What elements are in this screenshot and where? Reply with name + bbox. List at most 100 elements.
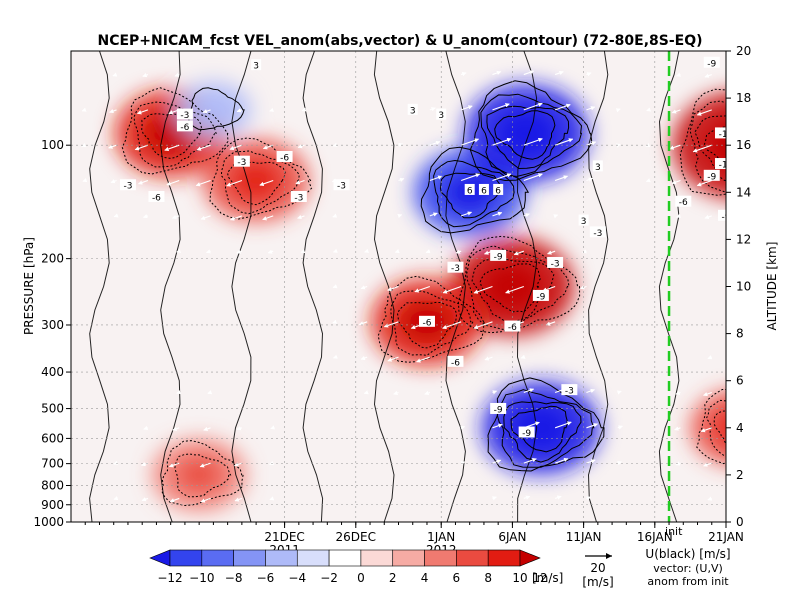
- wind-vector: [615, 108, 621, 113]
- contour-label-16: -9: [494, 405, 503, 415]
- wind-vector: [586, 72, 592, 77]
- wind-vector: [269, 496, 275, 501]
- wind-vector: [226, 180, 243, 187]
- contour-label-bg-10: [532, 289, 549, 301]
- zero-contour: [587, 51, 609, 522]
- wind-vector: [203, 426, 211, 431]
- colorbar-bin-11: [487, 549, 521, 567]
- contour-easterly-upper-dec-3: [227, 161, 286, 206]
- contour-label-bg-4: [233, 155, 250, 167]
- wind-vector: [383, 321, 399, 328]
- wind-vector: [363, 390, 369, 395]
- contour-label-bg-23: [675, 195, 692, 207]
- contour-label-bg-14: [504, 320, 521, 332]
- contour-label-19: -9: [707, 59, 716, 69]
- wind-vector: [703, 391, 712, 397]
- contour-label-14: -6: [508, 323, 517, 333]
- wind-vector: [492, 70, 502, 76]
- altitude-tick-label-18: 18: [736, 91, 751, 105]
- wind-vector: [523, 173, 543, 182]
- altitude-tick-label-6: 6: [736, 374, 744, 388]
- colorbar-tick-label-8: 4: [421, 571, 429, 585]
- contour-easterly-upper-early-2: [133, 101, 217, 168]
- wind-vector: [707, 496, 713, 501]
- wind-vector: [460, 105, 473, 111]
- contour-label-5: -6: [280, 153, 289, 163]
- contour-label-bg-24: [703, 169, 720, 181]
- wind-vector: [523, 137, 543, 146]
- contour-label-6: -3: [337, 182, 346, 192]
- contour-label-bg-0: [176, 108, 193, 120]
- wind-vector: [582, 319, 588, 324]
- wind-vector: [505, 285, 524, 294]
- contour-label-bg-12: [589, 226, 606, 238]
- wind-vector: [513, 250, 524, 256]
- wind-vector: [553, 214, 559, 219]
- wind-vector: [554, 175, 569, 182]
- contour-label-1: -6: [180, 123, 189, 133]
- wind-vector: [387, 285, 399, 292]
- wind-vector: [554, 495, 562, 500]
- wind-vector: [700, 427, 712, 433]
- date-tick-label-11JAN: 11JAN: [566, 530, 602, 544]
- vector-reference-value: 20: [590, 561, 605, 575]
- wind-vector: [676, 72, 681, 77]
- pressure-tick-label-800: 800: [41, 478, 64, 492]
- wind-vector: [696, 109, 712, 116]
- contour-easterly-upper-early-3: [141, 113, 203, 159]
- zero-contour: [302, 51, 324, 522]
- wind-vector: [429, 107, 436, 112]
- wind-vector: [169, 497, 180, 503]
- anomaly-core-westerly-upper-jan: [495, 108, 558, 159]
- wind-vector: [704, 214, 712, 220]
- contour-easterly-mid-jan-3: [471, 258, 555, 323]
- wind-vector: [523, 388, 535, 393]
- contour-label-18: -3: [565, 387, 574, 397]
- wind-vector: [398, 142, 404, 148]
- legend-line-1: U(black) [m/s]: [645, 547, 730, 561]
- wind-vector: [460, 461, 466, 466]
- wind-vector: [332, 142, 338, 147]
- wind-vector: [195, 180, 211, 187]
- contour-label-9: -3: [451, 264, 460, 274]
- wind-vector: [113, 213, 119, 218]
- wind-vector: [109, 108, 117, 114]
- wind-vector: [586, 106, 596, 111]
- wind-vector: [262, 215, 274, 221]
- contour-label-bg-26: [578, 214, 589, 226]
- contour-label-0: -3: [180, 111, 189, 121]
- wind-vector: [171, 214, 180, 220]
- contour-label-layer: -3 -6 -3 -6 -3 -6 -3 -3 -9 -3 -9 -3 -3 -6 -6 -6 -9 -9 -3 -9…: [119, 56, 726, 439]
- wind-vector: [199, 462, 211, 468]
- wind-vector: [82, 177, 88, 183]
- wind-vector: [142, 214, 149, 219]
- contour-label-bg-31: [251, 59, 262, 71]
- colorbar-tick-label-12: 12: [532, 571, 547, 585]
- wind-vector: [398, 177, 405, 182]
- contour-easterly-low-dec-1: [161, 440, 244, 507]
- wind-vector: [520, 354, 526, 359]
- vector-reference-arrowhead: [606, 553, 612, 559]
- colorbar-tick-label-4: −4: [288, 571, 306, 585]
- vector-reference-unit: [m/s]: [582, 575, 613, 589]
- wind-vector: [696, 180, 712, 187]
- contour-label-bg-2: [119, 179, 136, 191]
- wind-vector: [397, 213, 403, 219]
- contour-label-27: 3: [595, 163, 601, 173]
- date-tick-label-21JAN: 21JAN: [708, 530, 744, 544]
- contour-label-29: 6: [481, 186, 487, 196]
- wind-vector: [484, 356, 493, 361]
- wind-vector: [523, 70, 535, 76]
- altitude-tick-label-14: 14: [736, 185, 751, 199]
- wind-vector: [234, 497, 243, 502]
- contour-label-30: 6: [495, 186, 501, 196]
- colorbar-tick-label-6: 0: [357, 571, 365, 585]
- wind-vector: [134, 144, 149, 151]
- wind-vector: [671, 180, 681, 185]
- contour-label-bg-25: [436, 108, 447, 120]
- wind-vector: [645, 178, 651, 183]
- contour-westerly-upper-jan-2: [480, 93, 583, 177]
- wind-vector: [236, 426, 243, 431]
- wind-vector: [586, 496, 592, 501]
